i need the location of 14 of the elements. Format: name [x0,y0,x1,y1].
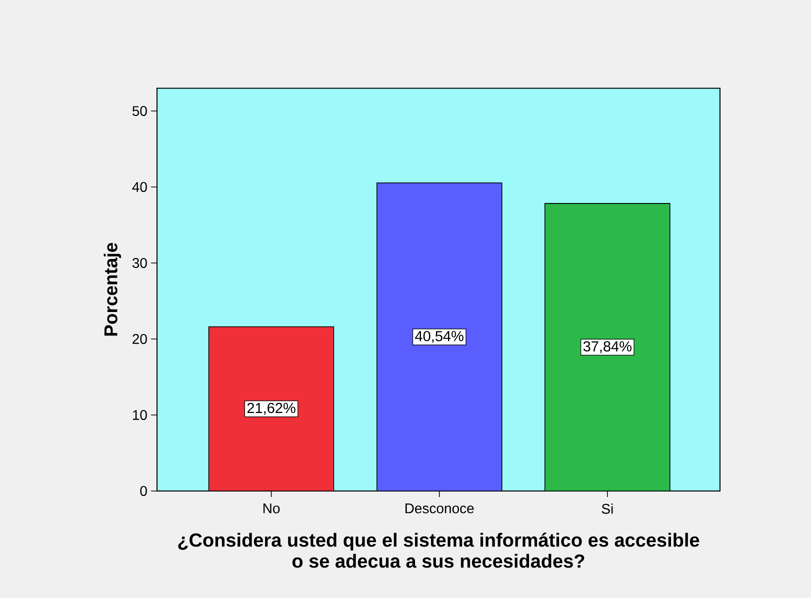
y-tick-label: 0 [140,486,147,496]
y-tick-label: 40 [132,182,147,192]
y-tick-label: 30 [132,258,147,268]
x-tick-label: No [263,504,280,514]
y-axis-title: Porcentaje [104,242,122,336]
data-label: 21,62% [247,402,296,415]
data-label: 40,54% [415,330,464,343]
y-tick-label: 50 [132,106,147,116]
x-axis-title: ¿Considera usted que el sistema informático es accesible o se adecua a sus necesidades? [178,532,700,568]
data-label: 37,84% [583,341,632,354]
x-tick-label: Desconoce [405,504,474,514]
y-tick-label: 10 [132,410,147,420]
y-tick-label: 20 [132,334,147,344]
x-tick-label: Si [602,504,613,514]
